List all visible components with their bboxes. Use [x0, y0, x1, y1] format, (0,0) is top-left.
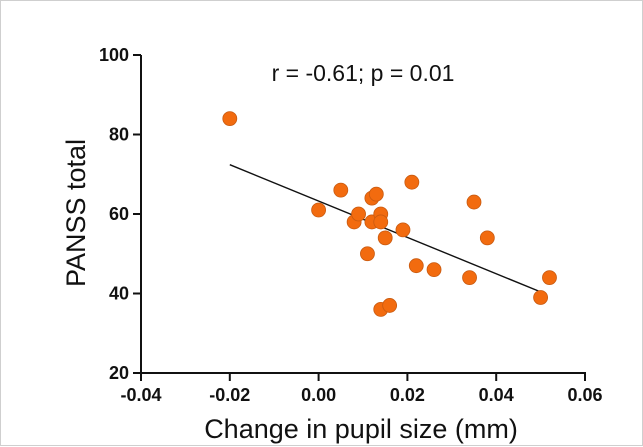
data-point — [542, 270, 557, 286]
y-tick-label: 40 — [109, 284, 129, 304]
data-point — [466, 194, 482, 210]
data-point — [360, 246, 375, 262]
trendline — [229, 164, 541, 293]
y-tick-label: 60 — [109, 204, 129, 224]
correlation-annotation: r = -0.61; p = 0.01 — [272, 60, 455, 86]
x-tick-label: 0.04 — [479, 385, 514, 405]
data-point — [311, 202, 327, 218]
data-point — [382, 298, 398, 313]
data-point — [222, 111, 238, 126]
x-tick-label: -0.04 — [120, 385, 161, 405]
data-point — [533, 290, 548, 305]
data-point — [333, 182, 349, 198]
axes: 20 40 60 80 100 -0.04 -0.02 0.00 0.02 0.04 0.06 — [99, 45, 603, 405]
data-point — [351, 206, 366, 222]
data-point — [426, 262, 442, 278]
data-point — [368, 186, 384, 202]
data-points — [222, 111, 557, 317]
y-tick-label: 100 — [99, 45, 129, 65]
data-point — [408, 258, 424, 274]
data-point — [373, 214, 389, 230]
data-point — [462, 270, 477, 286]
data-point — [479, 230, 495, 246]
x-tick-label: -0.02 — [209, 385, 250, 405]
regression-line — [229, 164, 541, 293]
y-tick-label: 80 — [109, 125, 129, 145]
data-point — [395, 222, 411, 238]
y-tick-label: 20 — [109, 363, 129, 383]
y-axis-title: PANSS total — [61, 139, 91, 287]
x-tick-label: 0.00 — [301, 385, 336, 405]
x-axis-title: Change in pupil size (mm) — [204, 414, 518, 444]
x-tick-label: 0.02 — [390, 385, 425, 405]
data-point — [377, 230, 393, 246]
x-tick-label: 0.06 — [567, 385, 602, 405]
data-point — [404, 174, 420, 190]
